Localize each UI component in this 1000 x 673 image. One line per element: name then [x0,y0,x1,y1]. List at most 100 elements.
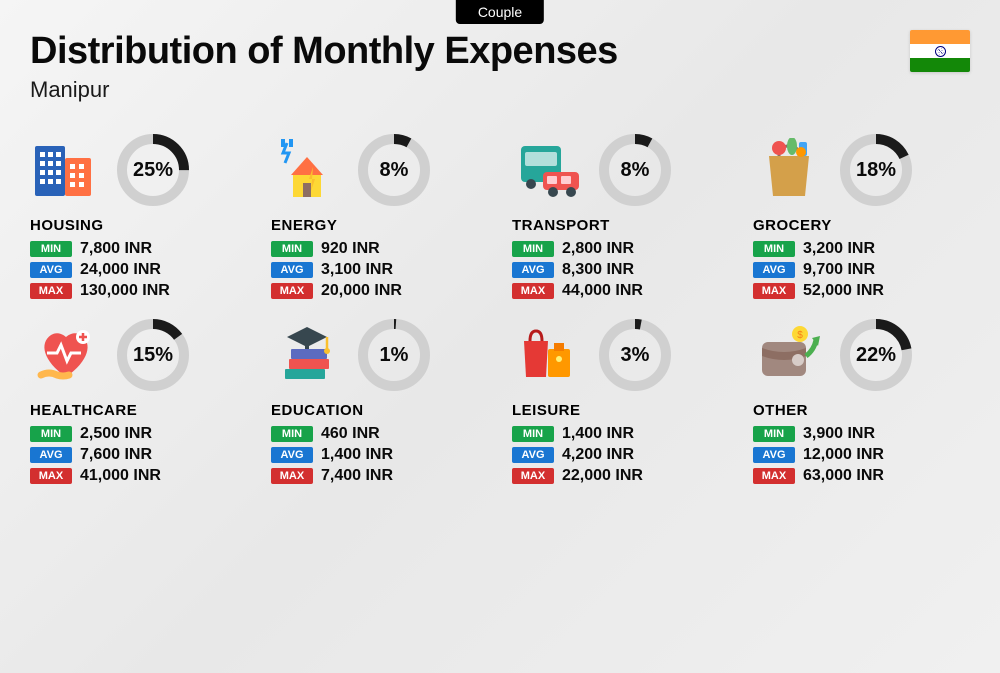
expense-grid: 25% HOUSING MIN 7,800 INR AVG 24,000 INR… [0,113,1000,515]
min-value: 920 INR [321,240,380,258]
max-badge: MAX [271,468,313,484]
percent-ring: 1% [357,318,431,392]
leisure-icon [512,319,584,391]
stat-max: MAX 52,000 INR [753,282,970,300]
avg-value: 8,300 INR [562,261,634,279]
percent-ring: 25% [116,133,190,207]
stat-avg: AVG 1,400 INR [271,446,488,464]
min-badge: MIN [512,426,554,442]
min-value: 3,200 INR [803,240,875,258]
avg-badge: AVG [30,447,72,463]
percent-ring: 18% [839,133,913,207]
percent-label: 18% [839,133,913,207]
min-badge: MIN [753,241,795,257]
education-icon [271,319,343,391]
category-name: GROCERY [753,217,970,234]
category-tag: Couple [456,0,544,24]
percent-label: 8% [357,133,431,207]
grocery-icon [753,134,825,206]
stat-min: MIN 460 INR [271,425,488,443]
min-value: 460 INR [321,425,380,443]
avg-value: 7,600 INR [80,446,152,464]
percent-ring: 8% [598,133,672,207]
min-value: 1,400 INR [562,425,634,443]
max-badge: MAX [753,283,795,299]
stat-min: MIN 920 INR [271,240,488,258]
transport-icon [512,134,584,206]
max-value: 22,000 INR [562,467,643,485]
avg-badge: AVG [30,262,72,278]
min-badge: MIN [753,426,795,442]
expense-card-healthcare: 15% HEALTHCARE MIN 2,500 INR AVG 7,600 I… [30,318,247,485]
stat-min: MIN 3,200 INR [753,240,970,258]
stat-avg: AVG 8,300 INR [512,261,729,279]
avg-badge: AVG [512,262,554,278]
min-value: 3,900 INR [803,425,875,443]
stat-avg: AVG 7,600 INR [30,446,247,464]
percent-ring: 15% [116,318,190,392]
avg-badge: AVG [512,447,554,463]
page-title: Distribution of Monthly Expenses [30,30,970,73]
max-value: 63,000 INR [803,467,884,485]
percent-ring: 3% [598,318,672,392]
stat-max: MAX 41,000 INR [30,467,247,485]
min-value: 2,500 INR [80,425,152,443]
avg-value: 3,100 INR [321,261,393,279]
expense-card-education: 1% EDUCATION MIN 460 INR AVG 1,400 INR M… [271,318,488,485]
avg-value: 9,700 INR [803,261,875,279]
percent-label: 25% [116,133,190,207]
avg-badge: AVG [753,447,795,463]
stat-min: MIN 3,900 INR [753,425,970,443]
max-value: 44,000 INR [562,282,643,300]
percent-ring: 22% [839,318,913,392]
min-badge: MIN [512,241,554,257]
category-name: TRANSPORT [512,217,729,234]
avg-value: 1,400 INR [321,446,393,464]
max-badge: MAX [30,283,72,299]
housing-icon [30,134,102,206]
min-badge: MIN [30,241,72,257]
svg-text:$: $ [797,330,803,341]
category-name: HEALTHCARE [30,402,247,419]
category-name: OTHER [753,402,970,419]
max-value: 7,400 INR [321,467,393,485]
page-subtitle: Manipur [30,77,970,103]
expense-card-other: $ 22% OTHER MIN 3,900 INR AVG 12,000 INR… [753,318,970,485]
percent-label: 22% [839,318,913,392]
stat-max: MAX 63,000 INR [753,467,970,485]
max-badge: MAX [512,283,554,299]
category-name: HOUSING [30,217,247,234]
stat-max: MAX 22,000 INR [512,467,729,485]
min-value: 2,800 INR [562,240,634,258]
expense-card-grocery: 18% GROCERY MIN 3,200 INR AVG 9,700 INR … [753,133,970,300]
stat-avg: AVG 24,000 INR [30,261,247,279]
percent-label: 15% [116,318,190,392]
avg-badge: AVG [753,262,795,278]
max-value: 130,000 INR [80,282,170,300]
healthcare-icon [30,319,102,391]
india-flag-icon [910,30,970,72]
stat-min: MIN 2,800 INR [512,240,729,258]
expense-card-leisure: 3% LEISURE MIN 1,400 INR AVG 4,200 INR M… [512,318,729,485]
expense-card-housing: 25% HOUSING MIN 7,800 INR AVG 24,000 INR… [30,133,247,300]
category-name: ENERGY [271,217,488,234]
min-value: 7,800 INR [80,240,152,258]
max-value: 20,000 INR [321,282,402,300]
max-value: 41,000 INR [80,467,161,485]
category-name: LEISURE [512,402,729,419]
stat-max: MAX 130,000 INR [30,282,247,300]
min-badge: MIN [30,426,72,442]
max-badge: MAX [30,468,72,484]
avg-value: 4,200 INR [562,446,634,464]
max-badge: MAX [753,468,795,484]
min-badge: MIN [271,241,313,257]
expense-card-transport: 8% TRANSPORT MIN 2,800 INR AVG 8,300 INR… [512,133,729,300]
avg-badge: AVG [271,262,313,278]
percent-label: 1% [357,318,431,392]
stat-min: MIN 7,800 INR [30,240,247,258]
energy-icon [271,134,343,206]
min-badge: MIN [271,426,313,442]
avg-badge: AVG [271,447,313,463]
max-value: 52,000 INR [803,282,884,300]
stat-avg: AVG 12,000 INR [753,446,970,464]
